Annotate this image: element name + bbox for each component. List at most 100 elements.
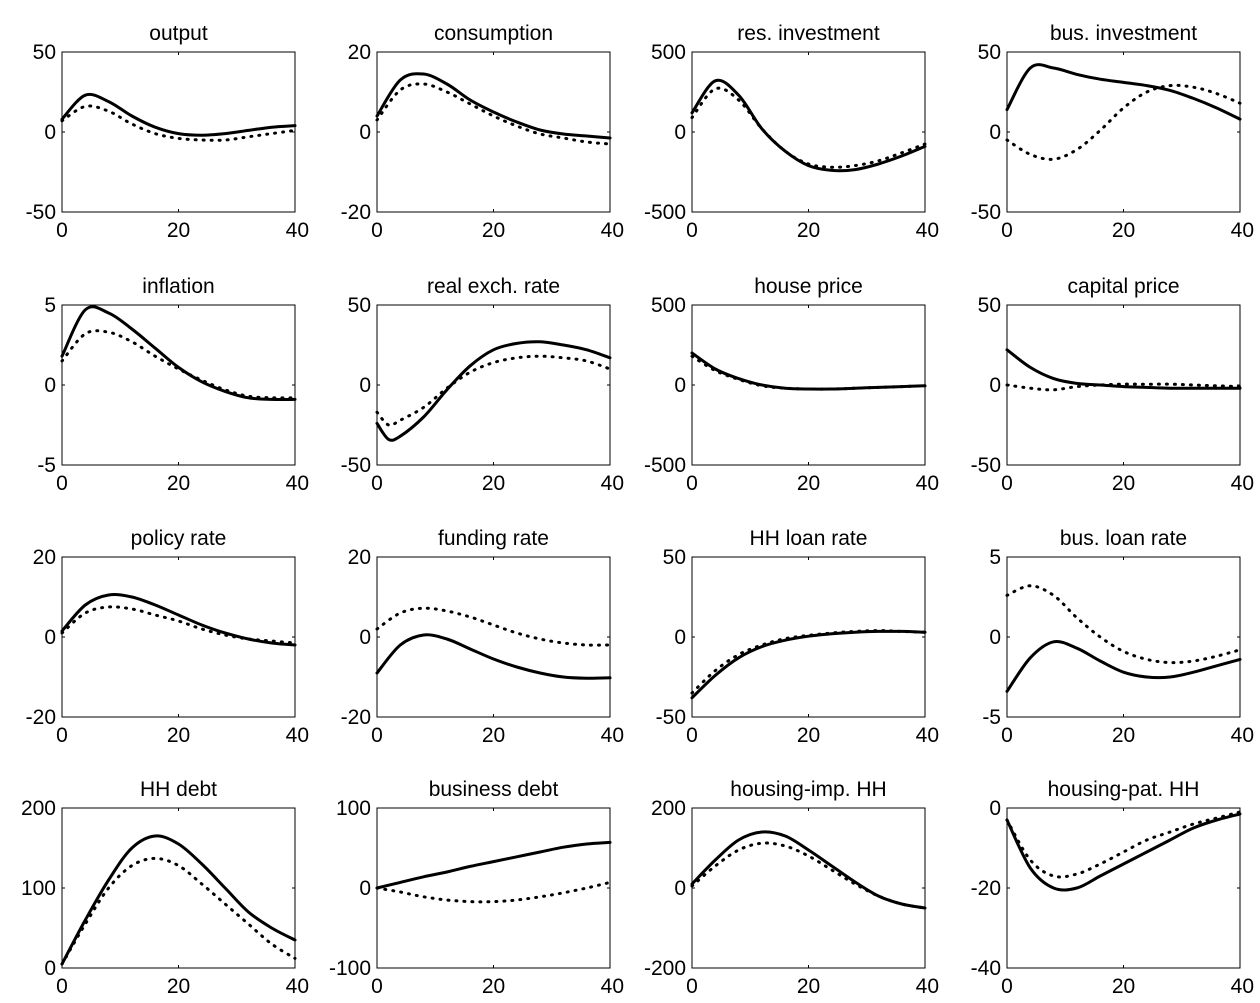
x-tick-label: 0	[686, 219, 698, 242]
x-tick-label: 20	[482, 724, 505, 747]
y-tick-label: 0	[359, 626, 371, 649]
panel-title: HH loan rate	[750, 527, 868, 550]
y-tick-label: 0	[674, 121, 686, 144]
series-line-solid	[375, 633, 612, 680]
x-tick-label: 0	[371, 219, 383, 242]
x-tick-label: 20	[482, 472, 505, 495]
series-line-solid	[690, 78, 927, 173]
y-tick-label: 0	[44, 121, 56, 144]
series-line-dotted	[690, 354, 927, 391]
series-line-dotted	[60, 605, 297, 645]
panel-title: policy rate	[131, 527, 227, 550]
x-tick-label: 0	[56, 724, 68, 747]
y-tick-label: 50	[978, 294, 1001, 317]
y-tick-label: -50	[971, 454, 1001, 477]
y-tick-label: 50	[33, 41, 56, 64]
y-tick-label: -50	[656, 706, 686, 729]
y-tick-label: -100	[329, 957, 371, 980]
y-tick-label: 0	[44, 374, 56, 397]
y-tick-label: 0	[359, 374, 371, 397]
y-tick-label: -20	[341, 706, 371, 729]
panel-title: housing-imp. HH	[730, 778, 886, 801]
axes-box	[1006, 556, 1241, 718]
y-tick-label: 0	[989, 121, 1001, 144]
x-tick-label: 20	[797, 472, 820, 495]
panel-title: funding rate	[438, 527, 549, 550]
x-tick-label: 40	[916, 724, 939, 747]
axes-box	[691, 304, 926, 466]
y-tick-label: 500	[651, 294, 686, 317]
series-line-solid	[60, 305, 297, 402]
y-tick-label: 0	[674, 374, 686, 397]
y-tick-label: 500	[651, 41, 686, 64]
series-line-solid	[375, 72, 612, 140]
chart-panel: housing-pat. HH0-20-400 20 40	[971, 778, 1254, 998]
y-tick-label: 5	[44, 294, 56, 317]
panel-title: output	[149, 22, 208, 45]
x-tick-label: 40	[916, 219, 939, 242]
series-line-dotted	[690, 86, 927, 169]
y-tick-label: 0	[674, 626, 686, 649]
y-tick-label: -500	[644, 454, 686, 477]
panel-title: business debt	[429, 778, 559, 801]
x-tick-label: 0	[56, 975, 68, 998]
x-tick-label: 0	[56, 219, 68, 242]
x-tick-label: 0	[686, 975, 698, 998]
series-line-solid	[1005, 63, 1242, 121]
x-tick-label: 20	[797, 724, 820, 747]
x-tick-label: 20	[482, 219, 505, 242]
y-tick-label: 0	[44, 626, 56, 649]
y-tick-label: 50	[663, 546, 686, 569]
y-tick-label: -20	[971, 877, 1001, 900]
x-tick-label: 40	[1231, 724, 1254, 747]
series-line-solid	[60, 92, 297, 137]
x-tick-label: 0	[1001, 975, 1013, 998]
series-line-dotted	[690, 841, 927, 910]
y-tick-label: 0	[989, 797, 1001, 820]
y-tick-label: 100	[336, 797, 371, 820]
panel-title: res. investment	[737, 22, 880, 45]
panel-title: house price	[754, 275, 863, 298]
panel-title: HH debt	[140, 778, 217, 801]
x-tick-label: 40	[601, 472, 624, 495]
y-tick-label: -20	[341, 201, 371, 224]
panel-title: real exch. rate	[427, 275, 560, 298]
series-line-solid	[690, 629, 927, 700]
y-tick-label: -5	[982, 706, 1001, 729]
series-line-solid	[60, 593, 297, 647]
x-tick-label: 20	[797, 219, 820, 242]
x-tick-label: 40	[916, 472, 939, 495]
y-tick-label: -50	[26, 201, 56, 224]
series-line-dotted	[60, 104, 297, 142]
y-tick-label: 0	[44, 957, 56, 980]
y-tick-label: 0	[359, 121, 371, 144]
y-tick-label: 20	[348, 41, 371, 64]
x-tick-label: 20	[167, 975, 190, 998]
y-tick-label: 100	[21, 877, 56, 900]
x-tick-label: 0	[1001, 472, 1013, 495]
x-tick-label: 0	[1001, 724, 1013, 747]
y-tick-label: 50	[978, 41, 1001, 64]
axes-box	[376, 304, 611, 466]
x-tick-label: 0	[371, 472, 383, 495]
y-tick-label: -5	[37, 454, 56, 477]
axes-box	[376, 51, 611, 213]
y-tick-label: -500	[644, 201, 686, 224]
x-tick-label: 20	[1112, 975, 1135, 998]
panel-title: housing-pat. HH	[1048, 778, 1200, 801]
x-tick-label: 0	[371, 724, 383, 747]
x-tick-label: 40	[601, 724, 624, 747]
series-line-solid	[1005, 348, 1242, 390]
y-tick-label: 20	[348, 546, 371, 569]
y-tick-label: -200	[644, 957, 686, 980]
